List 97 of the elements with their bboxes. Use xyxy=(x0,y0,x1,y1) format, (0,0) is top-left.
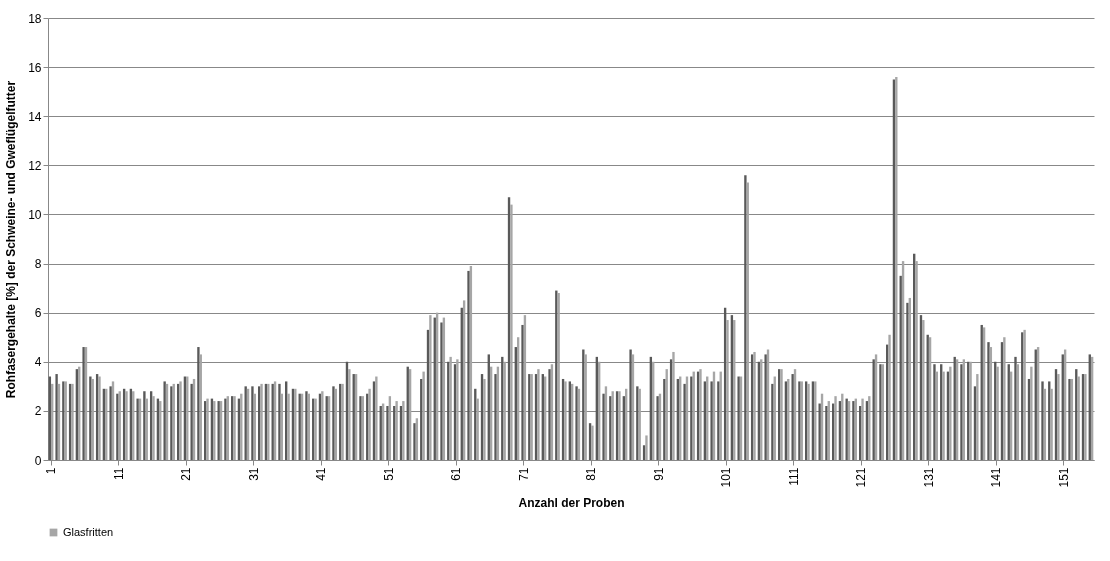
x-tick-label: 21 xyxy=(179,467,194,481)
x-tick-label: 111 xyxy=(786,467,801,486)
bar xyxy=(287,393,290,460)
bar xyxy=(1014,356,1017,460)
y-tick-label: 12 xyxy=(28,158,42,173)
bar xyxy=(422,371,425,460)
bar xyxy=(548,369,551,460)
bar xyxy=(1050,388,1053,460)
bar xyxy=(483,378,486,460)
bar xyxy=(609,396,612,460)
bar xyxy=(888,334,891,460)
x-tick-label: 101 xyxy=(719,467,734,488)
legend-label: Glasfritten xyxy=(63,525,114,538)
bar xyxy=(987,342,990,460)
bar xyxy=(960,364,963,460)
bar xyxy=(771,383,774,460)
bar xyxy=(1030,366,1033,460)
bar xyxy=(915,261,918,460)
bar xyxy=(109,386,112,460)
bar xyxy=(818,403,821,460)
bar xyxy=(933,364,936,460)
x-axis-title: Anzahl der Proben xyxy=(518,495,625,510)
bar xyxy=(1077,376,1080,460)
bar xyxy=(949,366,952,460)
bar xyxy=(510,204,513,460)
bar xyxy=(744,175,747,460)
bar xyxy=(537,369,540,460)
bar xyxy=(942,371,945,460)
bar xyxy=(413,423,416,460)
bar xyxy=(629,349,632,460)
y-tick-label: 16 xyxy=(28,60,42,75)
y-tick-label: 6 xyxy=(34,306,42,321)
bar xyxy=(690,376,693,460)
x-tick-label: 141 xyxy=(989,467,1004,488)
bar xyxy=(395,401,398,460)
bar xyxy=(582,349,585,460)
x-tick-label: 71 xyxy=(516,467,531,481)
bar xyxy=(467,270,470,460)
bar xyxy=(726,320,729,460)
bar xyxy=(710,381,713,460)
bar xyxy=(190,383,193,460)
bar xyxy=(976,374,979,460)
bar xyxy=(906,302,909,460)
bar xyxy=(1057,374,1060,460)
bar xyxy=(429,315,432,460)
bar xyxy=(683,383,686,460)
bar xyxy=(1003,337,1006,460)
x-tick-label: 81 xyxy=(584,467,599,481)
bar xyxy=(402,401,405,460)
bar xyxy=(645,435,648,460)
x-tick-label: 61 xyxy=(449,467,464,481)
bar xyxy=(825,405,828,460)
bar xyxy=(251,386,254,460)
bar xyxy=(521,324,524,460)
y-tick-label: 18 xyxy=(28,11,42,26)
y-tick-label: 0 xyxy=(34,453,42,468)
x-tick-label: 131 xyxy=(921,467,936,488)
bar xyxy=(368,388,371,460)
bar xyxy=(503,361,506,460)
bar xyxy=(143,391,146,460)
bar xyxy=(348,369,351,460)
x-tick-label: 1 xyxy=(44,467,59,475)
bar xyxy=(386,405,389,460)
x-tick-label: 121 xyxy=(854,467,869,488)
bar xyxy=(834,396,837,460)
x-tick-label: 151 xyxy=(1056,467,1071,488)
y-tick-label: 4 xyxy=(34,355,42,370)
bar xyxy=(456,359,459,460)
bar xyxy=(764,354,767,460)
bar xyxy=(922,320,925,460)
bar xyxy=(602,393,605,460)
bar xyxy=(476,398,479,460)
bar xyxy=(55,374,58,460)
bar xyxy=(672,351,675,460)
x-tick-label: 51 xyxy=(381,467,396,481)
bar xyxy=(152,396,155,460)
bar xyxy=(996,366,999,460)
bar xyxy=(449,356,452,460)
y-tick-label: 2 xyxy=(34,404,42,419)
x-tick-label: 11 xyxy=(111,467,126,480)
y-axis-title: Rohfasergehalte [%] der Schweine- und Gweflügelfutter xyxy=(4,80,19,399)
bar xyxy=(440,322,443,460)
bar xyxy=(861,398,864,460)
bar xyxy=(1041,381,1044,460)
bar xyxy=(663,378,666,460)
x-tick-label: 91 xyxy=(651,467,666,481)
x-tick-label: 31 xyxy=(246,467,261,481)
y-tick-label: 8 xyxy=(34,257,42,272)
bar xyxy=(197,347,200,460)
y-tick-label: 10 xyxy=(28,207,42,222)
bar xyxy=(791,374,794,460)
y-tick-label: 14 xyxy=(28,109,42,124)
bar xyxy=(717,381,720,460)
bar xyxy=(278,383,281,460)
bar xyxy=(494,374,497,460)
x-tick-label: 41 xyxy=(314,467,329,481)
bar xyxy=(375,376,378,460)
